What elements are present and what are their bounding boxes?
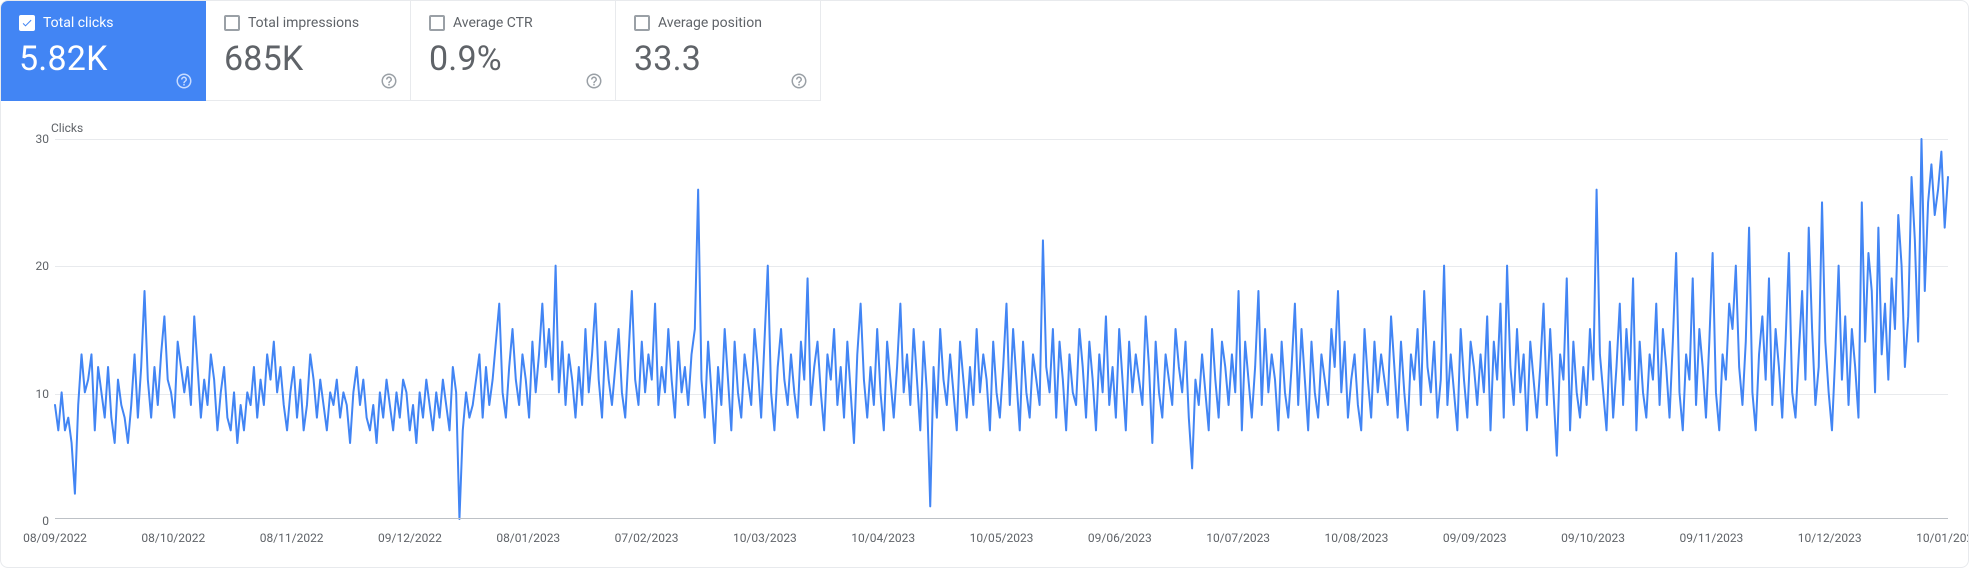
metric-label: Total clicks xyxy=(43,15,114,31)
y-axis-title: Clicks xyxy=(51,121,83,135)
line-series xyxy=(55,139,1948,519)
x-tick-label: 10/04/2023 xyxy=(851,531,915,545)
help-icon[interactable] xyxy=(175,72,193,90)
chart-plot xyxy=(55,139,1948,519)
x-tick-label: 09/09/2023 xyxy=(1443,531,1507,545)
help-icon[interactable] xyxy=(585,72,603,90)
checkbox-icon[interactable] xyxy=(19,15,35,31)
performance-panel: Total clicks 5.82K Total impressions 685K Av… xyxy=(0,0,1969,568)
x-tick-label: 08/01/2023 xyxy=(496,531,560,545)
metric-card-average-ctr[interactable]: Average CTR 0.9% xyxy=(411,1,616,101)
help-icon[interactable] xyxy=(790,72,808,90)
clicks-chart: Clicks 0 10 20 30 08/09/2022 08/10/2022 08/11… xyxy=(21,121,1948,547)
chart-baseline xyxy=(55,518,1948,519)
metric-label-row: Total clicks xyxy=(19,15,187,31)
x-tick-label: 08/11/2022 xyxy=(260,531,324,545)
metric-value: 685K xyxy=(224,39,392,79)
x-tick-label: 08/10/2022 xyxy=(141,531,205,545)
y-tick-label: 10 xyxy=(21,387,49,401)
x-tick-label: 09/11/2023 xyxy=(1679,531,1743,545)
x-tick-label: 10/07/2023 xyxy=(1206,531,1270,545)
metric-label: Average CTR xyxy=(453,15,533,31)
help-icon[interactable] xyxy=(380,72,398,90)
y-tick-label: 0 xyxy=(21,514,49,528)
checkbox-icon[interactable] xyxy=(224,15,240,31)
x-tick-label: 09/10/2023 xyxy=(1561,531,1625,545)
checkbox-icon[interactable] xyxy=(429,15,445,31)
metric-value: 33.3 xyxy=(634,39,802,79)
y-tick-label: 30 xyxy=(21,132,49,146)
x-tick-label: 10/01/2024 xyxy=(1916,531,1969,545)
x-tick-label: 10/08/2023 xyxy=(1325,531,1389,545)
metric-card-average-position[interactable]: Average position 33.3 xyxy=(616,1,821,101)
x-axis: 08/09/202208/10/202208/11/202209/12/2022… xyxy=(55,527,1948,547)
checkbox-icon[interactable] xyxy=(634,15,650,31)
metric-card-total-clicks[interactable]: Total clicks 5.82K xyxy=(1,1,206,101)
x-tick-label: 09/12/2022 xyxy=(378,531,442,545)
x-tick-label: 09/06/2023 xyxy=(1088,531,1152,545)
y-tick-label: 20 xyxy=(21,259,49,273)
metric-value: 0.9% xyxy=(429,39,597,79)
x-tick-label: 10/05/2023 xyxy=(970,531,1034,545)
x-tick-label: 08/09/2022 xyxy=(23,531,87,545)
metric-label-row: Average CTR xyxy=(429,15,597,31)
metrics-row: Total clicks 5.82K Total impressions 685K Av… xyxy=(1,1,1968,101)
x-tick-label: 10/12/2023 xyxy=(1798,531,1862,545)
x-tick-label: 10/03/2023 xyxy=(733,531,797,545)
metric-label-row: Average position xyxy=(634,15,802,31)
metric-label: Total impressions xyxy=(248,15,359,31)
metric-card-total-impressions[interactable]: Total impressions 685K xyxy=(206,1,411,101)
metric-label-row: Total impressions xyxy=(224,15,392,31)
x-tick-label: 07/02/2023 xyxy=(615,531,679,545)
metric-value: 5.82K xyxy=(19,39,187,79)
metric-label: Average position xyxy=(658,15,762,31)
